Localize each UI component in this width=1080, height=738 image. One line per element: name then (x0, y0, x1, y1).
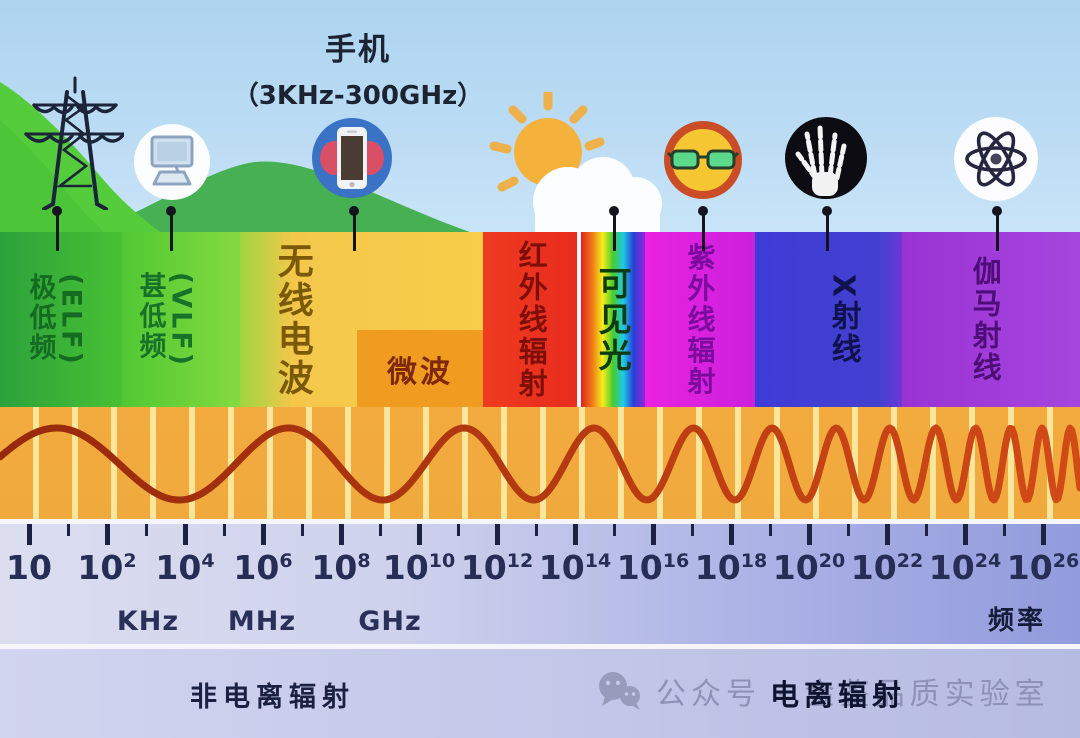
axis-tick-label: 104 (155, 548, 215, 587)
band-xray (755, 232, 902, 407)
band-label-xray: X射线 (825, 273, 861, 366)
axis-tick-minor (378, 524, 382, 536)
phone-caption-title: 手机 (325, 32, 391, 68)
band-ultraviolet (645, 232, 755, 407)
axis-tick-major (807, 524, 812, 545)
band-microwave: 微波 (357, 330, 483, 407)
ionizing-label: 电离辐射 (770, 678, 907, 712)
divider-line-bottom (0, 644, 1080, 649)
phone-caption: 手机 （3KHz-300GHz） (218, 24, 498, 112)
divider-line-top (0, 519, 1080, 524)
axis-tick-major (183, 524, 188, 545)
axis-tick-minor (144, 524, 148, 536)
hills-graphic (0, 82, 470, 232)
axis-tick-label: 1024 (928, 548, 1002, 587)
watermark-text: 公众号 · 金鉴品质实验室 (656, 677, 1050, 712)
sky-background: 手机 （3KHz-300GHz） (0, 0, 1080, 232)
axis-tick-minor (456, 524, 460, 536)
axis-tick-label: 108 (311, 548, 371, 587)
band-gamma (902, 232, 1080, 407)
axis-tick-label: 1012 (460, 548, 534, 587)
marker-pin (609, 206, 619, 251)
frequency-wave (0, 424, 1080, 504)
computer-icon (134, 124, 210, 200)
axis-tick-label: 1022 (850, 548, 924, 587)
axis-tick-label: 1014 (538, 548, 612, 587)
band-label-gamma: 伽马射线 (968, 255, 1003, 384)
axis-tick-major (105, 524, 110, 545)
axis-tick-major (573, 524, 578, 545)
smartphone-icon (312, 118, 392, 198)
axis-unit-MHz: MHz (227, 606, 297, 637)
axis-tick-major (885, 524, 890, 545)
sun-icon (489, 92, 662, 232)
transmission-tower-icon (24, 76, 124, 210)
axis-tick-minor (846, 524, 850, 536)
axis-unit-GHz: GHz (358, 606, 422, 637)
band-label-ultraviolet: 紫外线辐射 (683, 242, 717, 397)
axis-tick-label: 1018 (694, 548, 768, 587)
axis-tick-major (963, 524, 968, 545)
band-label-radio: 无线电波 (271, 241, 313, 398)
band-label-infrared: 红外线辐射 (514, 239, 549, 400)
wave-band (0, 407, 1080, 520)
marker-pin (822, 206, 832, 251)
band-visible (581, 232, 645, 407)
axis-tick-minor (66, 524, 70, 536)
xray-hand-icon (785, 117, 867, 199)
phone-caption-range: （3KHz-300GHz） (232, 81, 484, 111)
axis-tick-major (27, 524, 32, 545)
axis-tick-label: 1010 (382, 548, 456, 587)
marker-pin (698, 206, 708, 251)
sunglasses-face-icon (664, 121, 742, 199)
axis-tick-minor (222, 524, 226, 536)
band-divider (577, 232, 581, 407)
axis-tick-major (417, 524, 422, 545)
axis-tick-minor (924, 524, 928, 536)
axis-tick-major (261, 524, 266, 545)
wechat-icon (599, 672, 640, 710)
band-label-elf: 极低频 (ELF) (24, 272, 87, 367)
axis-tick-minor (690, 524, 694, 536)
axis-tick-major (729, 524, 734, 545)
axis-tick-minor (534, 524, 538, 536)
axis-tick-label: 106 (233, 548, 293, 587)
axis-tick-minor (612, 524, 616, 536)
axis-tick-label: 1026 (1006, 548, 1080, 587)
non-ionizing-label: 非电离辐射 (190, 682, 355, 713)
axis-tick-label: 1016 (616, 548, 690, 587)
marker-pin (349, 206, 359, 251)
marker-pin (52, 206, 62, 251)
axis-tick-label: 10 (6, 548, 52, 587)
band-infrared (483, 232, 577, 407)
footer: 非电离辐射 公众号 · 金鉴品质实验室 电离辐射 (0, 649, 1080, 738)
spectrum-band-layer: 极低频 (ELF) 甚低频 (VLF) 无线电波 红外线辐射 可见光 紫外线辐射 X射线 伽马射线… (0, 232, 1080, 407)
axis-tick-minor (768, 524, 772, 536)
axis-tick-minor (300, 524, 304, 536)
frequency-scale: 10 102 104 106 108 1010 1012 1014 1016 1018 1020 10… (0, 524, 1080, 644)
atom-icon (954, 117, 1038, 201)
axis-unit-KHz: KHz (116, 606, 180, 637)
axis-title: 频率 (988, 606, 1047, 636)
cloud-icon (533, 157, 662, 232)
axis-tick-major (339, 524, 344, 545)
axis-tick-label: 102 (77, 548, 137, 587)
axis-tick-major (651, 524, 656, 545)
band-label-vlf: 甚低频 (VLF) (134, 271, 197, 368)
watermark: 公众号 · 金鉴品质实验室 (596, 669, 1050, 713)
axis-tick-minor (1002, 524, 1006, 536)
band-vlf (122, 232, 240, 407)
marker-pin (166, 206, 176, 251)
band-elf (0, 232, 122, 407)
axis-tick-major (1041, 524, 1046, 545)
band-label-visible: 可见光 (593, 265, 633, 374)
axis-tick-major (495, 524, 500, 545)
marker-pin (992, 206, 1002, 251)
axis-tick-label: 1020 (772, 548, 846, 587)
